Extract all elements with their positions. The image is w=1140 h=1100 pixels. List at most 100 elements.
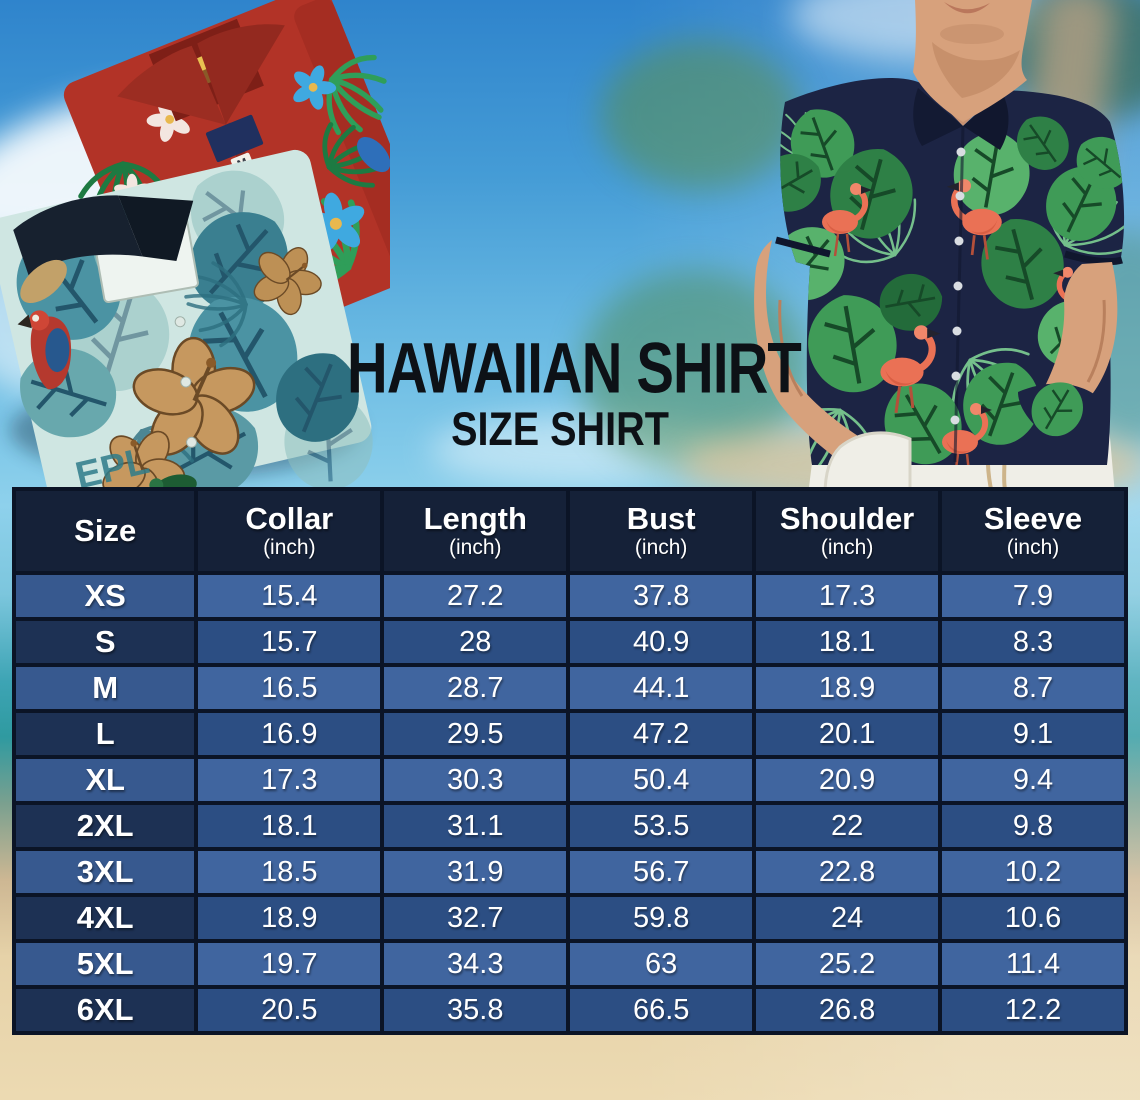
value-cell: 9.1 [938,709,1128,759]
value-cell: 7.9 [938,571,1128,621]
folded-shirts-illustration: M [0,0,390,505]
value-cell: 27.2 [380,571,571,621]
column-unit: (inch) [634,535,688,559]
size-cell-3XL: 3XL [11,847,199,897]
size-row-5XL: 5XL 19.7 34.3 63 25.2 11.4 [11,939,1128,989]
column-header-sleeve: Sleeve (inch) [938,487,1128,575]
value-cell: 18.1 [752,617,943,667]
value-cell: 28.7 [380,663,571,713]
column-label: Sleeve [983,500,1083,536]
value-cell: 12.2 [938,985,1128,1035]
size-cell-6XL: 6XL [11,985,199,1035]
title-block: HAWAIIAN SHIRT SIZE SHIRT [318,332,802,456]
value-cell: 53.5 [566,801,757,851]
value-cell: 24 [752,893,943,943]
value-cell: 10.6 [938,893,1128,943]
size-row-4XL: 4XL 18.9 32.7 59.8 24 10.6 [11,893,1128,943]
size-row-M: M 16.5 28.7 44.1 18.9 8.7 [11,663,1128,713]
value-cell: 30.3 [380,755,571,805]
value-cell: 20.1 [752,709,943,759]
value-cell: 15.7 [194,617,385,667]
size-chart: Size Collar (inch) Length (inch) Bust (inch) Sh… [11,487,1128,1035]
value-cell: 37.8 [566,571,757,621]
value-cell: 34.3 [380,939,571,989]
column-label: Collar [245,500,334,536]
size-row-L: L 16.9 29.5 47.2 20.1 9.1 [11,709,1128,759]
value-cell: 16.5 [194,663,385,713]
column-label: Length [423,500,527,536]
value-cell: 17.3 [752,571,943,621]
value-cell: 8.7 [938,663,1128,713]
value-cell: 28 [380,617,571,667]
value-cell: 9.4 [938,755,1128,805]
size-row-3XL: 3XL 18.5 31.9 56.7 22.8 10.2 [11,847,1128,897]
column-header-length: Length (inch) [380,487,571,575]
poster-title: HAWAIIAN SHIRT [347,327,802,409]
value-cell: 66.5 [566,985,757,1035]
column-header-collar: Collar (inch) [194,487,385,575]
size-row-2XL: 2XL 18.1 31.1 53.5 22 9.8 [11,801,1128,851]
value-cell: 63 [566,939,757,989]
column-unit: (inch) [263,535,316,559]
shirt-hem-flap [1018,370,1102,447]
column-header-shoulder: Shoulder (inch) [752,487,943,575]
value-cell: 59.8 [566,893,757,943]
column-unit: (inch) [1006,535,1060,559]
size-table: Size Collar (inch) Length (inch) Bust (inch) Sh… [11,487,1128,1035]
pants-pocket [823,431,912,495]
size-row-6XL: 6XL 20.5 35.8 66.5 26.8 12.2 [11,985,1128,1035]
header-row: Size Collar (inch) Length (inch) Bust (inch) Sh… [11,487,1128,575]
value-cell: 20.5 [194,985,385,1035]
value-cell: 10.2 [938,847,1128,897]
size-row-S: S 15.7 28 40.9 18.1 8.3 [11,617,1128,667]
column-label: Bust [626,500,696,536]
size-cell-L: L [11,709,199,759]
size-table-body: XS 15.4 27.2 37.8 17.3 7.9 S 15.7 28 40.9 18.1 8.3 M… [11,571,1128,1035]
column-unit: (inch) [448,535,502,559]
value-cell: 25.2 [752,939,943,989]
size-cell-S: S [11,617,199,667]
palm-leaf-blur [600,40,800,190]
teal-hawaiian-shirt: EPL [0,129,390,505]
size-cell-5XL: 5XL [11,939,199,989]
size-row-XS: XS 15.4 27.2 37.8 17.3 7.9 [11,571,1128,621]
model-illustration [754,0,1125,495]
value-cell: 18.9 [752,663,943,713]
value-cell: 35.8 [380,985,571,1035]
size-cell-M: M [11,663,199,713]
size-row-XL: XL 17.3 30.3 50.4 20.9 9.4 [11,755,1128,805]
column-header-size: Size [11,487,199,575]
value-cell: 22 [752,801,943,851]
value-cell: 18.9 [194,893,385,943]
value-cell: 56.7 [566,847,757,897]
value-cell: 8.3 [938,617,1128,667]
value-cell: 9.8 [938,801,1128,851]
value-cell: 47.2 [566,709,757,759]
value-cell: 40.9 [566,617,757,667]
value-cell: 18.1 [194,801,385,851]
size-cell-XS: XS [11,571,199,621]
poster-subtitle: SIZE SHIRT [451,401,669,456]
value-cell: 32.7 [380,893,571,943]
size-cell-2XL: 2XL [11,801,199,851]
value-cell: 15.4 [194,571,385,621]
value-cell: 22.8 [752,847,943,897]
value-cell: 50.4 [566,755,757,805]
size-cell-XL: XL [11,755,199,805]
column-label: Shoulder [779,500,915,536]
size-table-head: Size Collar (inch) Length (inch) Bust (inch) Sh… [11,487,1128,575]
value-cell: 11.4 [938,939,1128,989]
model-face [913,0,1032,122]
value-cell: 29.5 [380,709,571,759]
value-cell: 18.5 [194,847,385,897]
value-cell: 44.1 [566,663,757,713]
value-cell: 20.9 [752,755,943,805]
value-cell: 26.8 [752,985,943,1035]
value-cell: 16.9 [194,709,385,759]
column-header-bust: Bust (inch) [566,487,757,575]
shirt-buttons [950,147,966,425]
value-cell: 19.7 [194,939,385,989]
value-cell: 31.1 [380,801,571,851]
column-unit: (inch) [820,535,874,559]
